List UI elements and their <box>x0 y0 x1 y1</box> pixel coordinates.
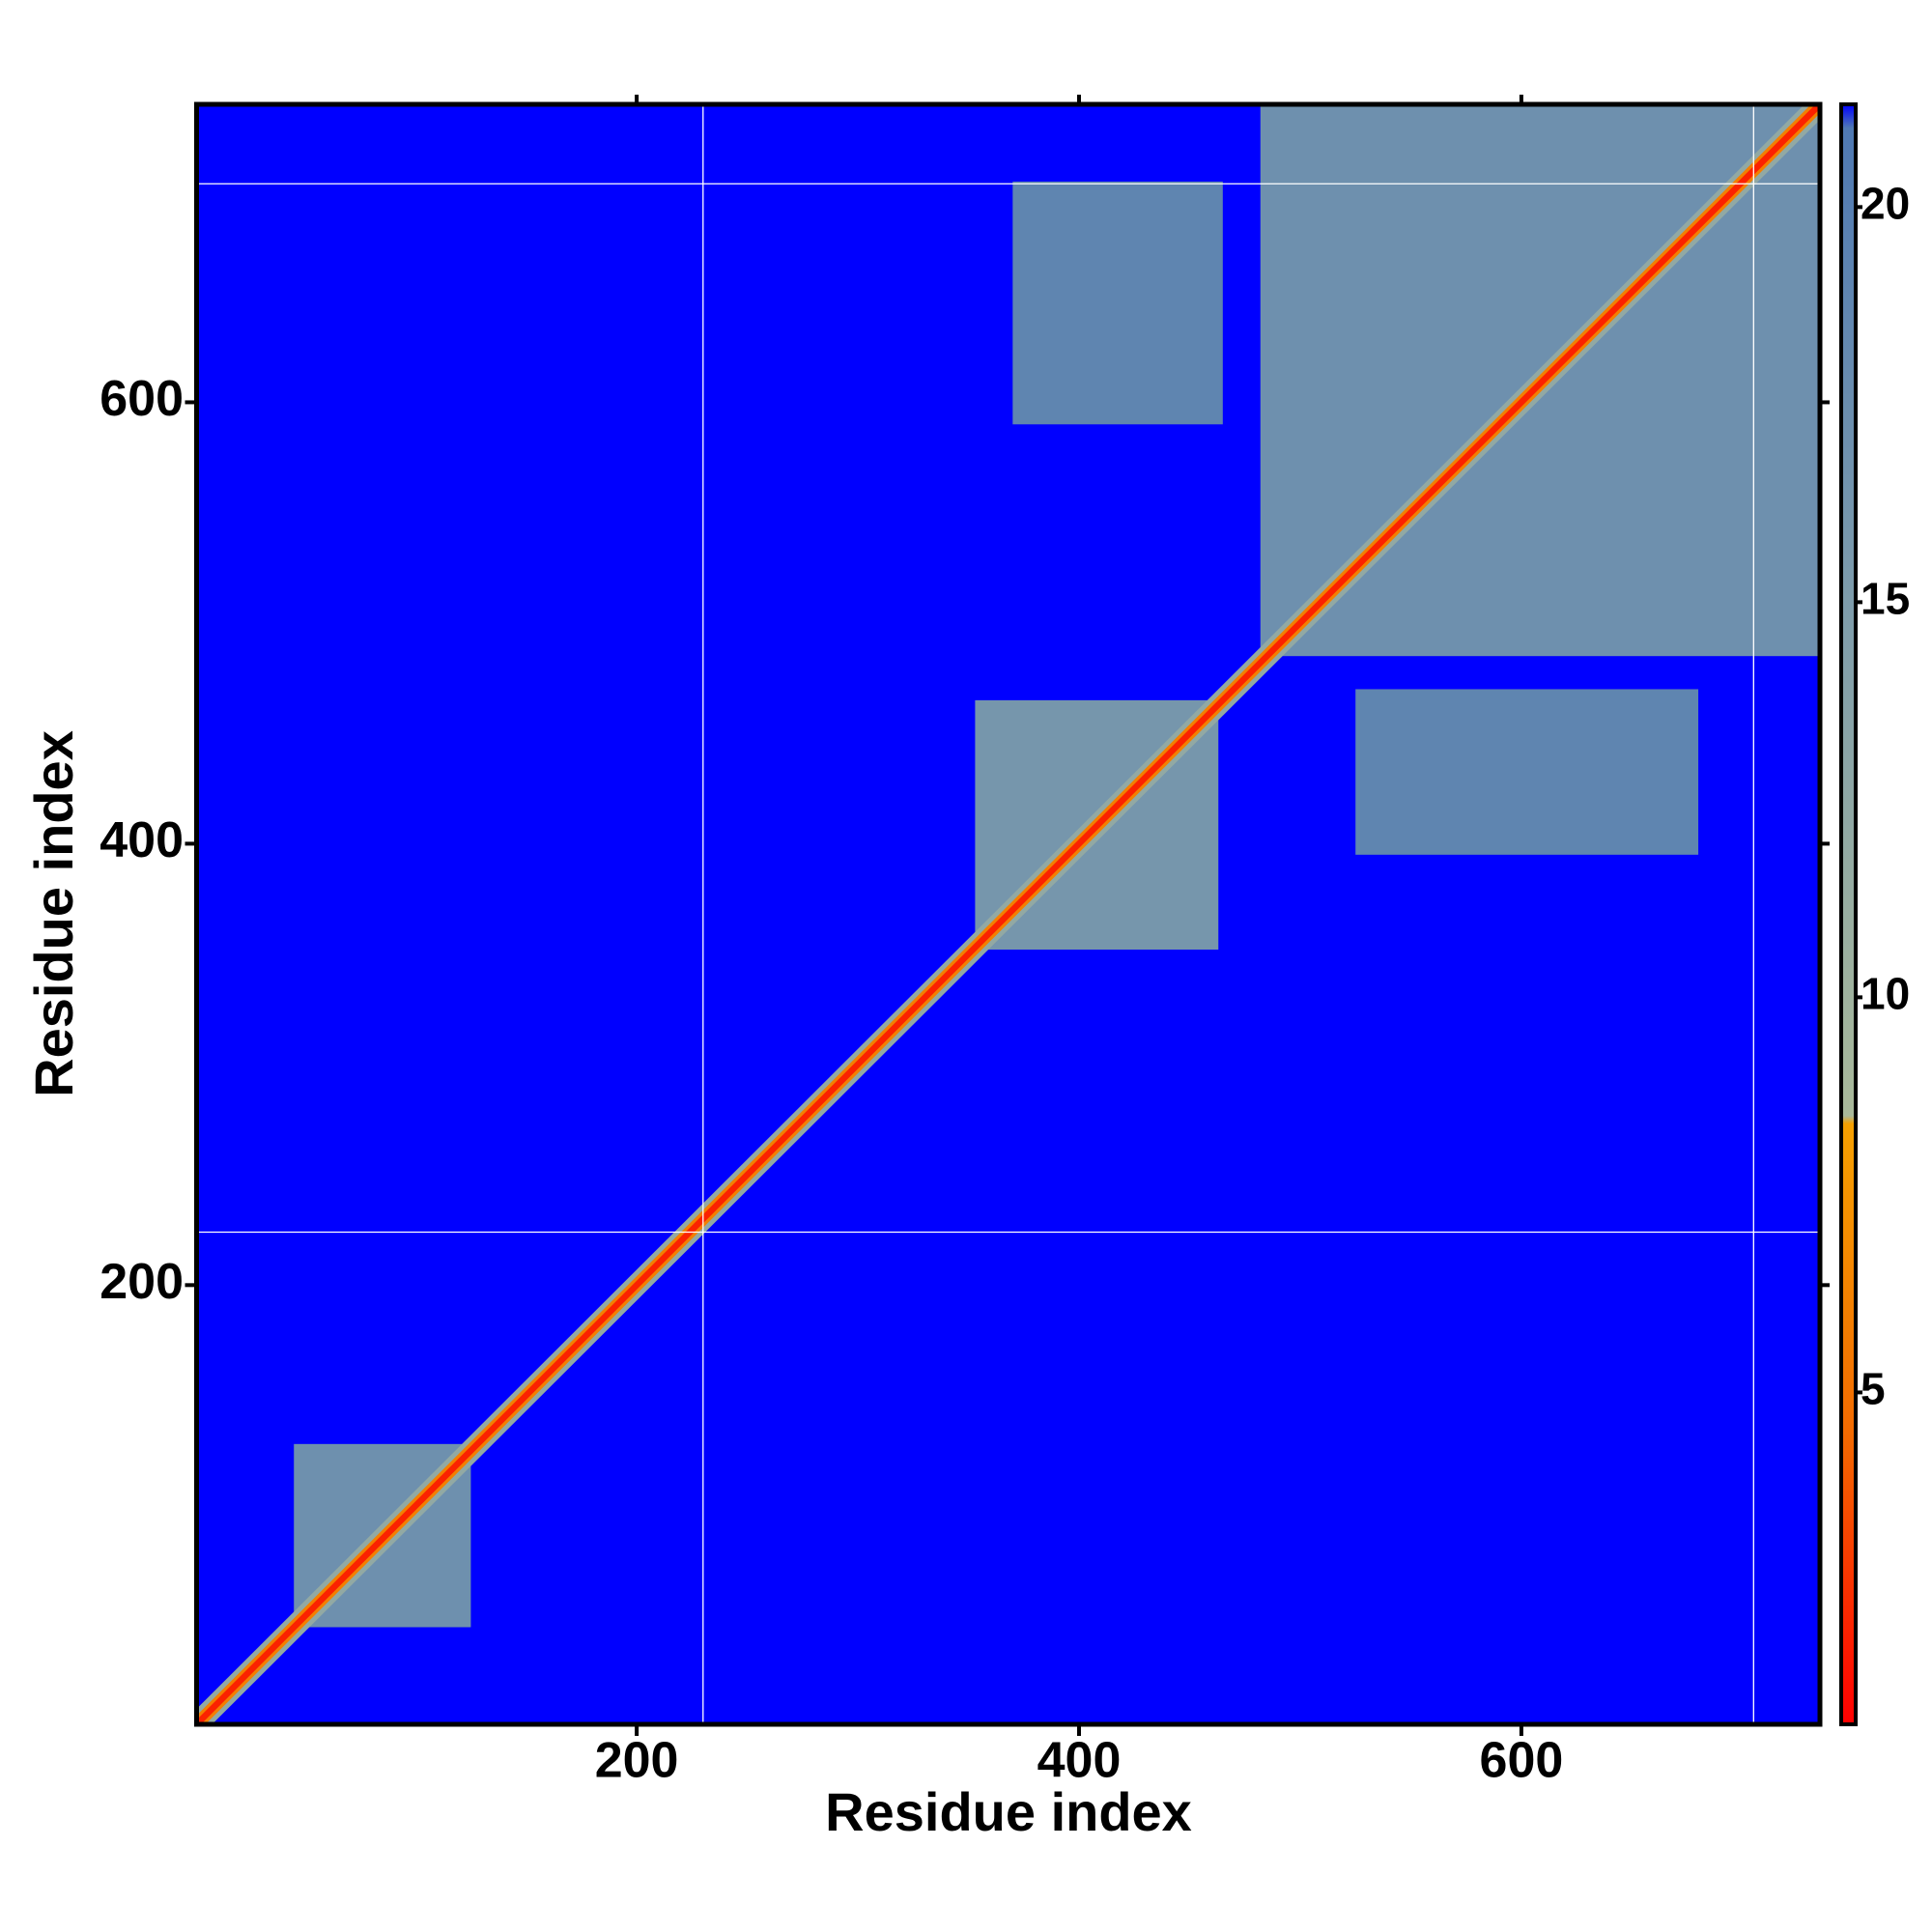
x-axis-title: Residue index <box>825 1781 1192 1842</box>
y-tick-label: 400 <box>99 812 184 868</box>
colorbar-tick-label: 5 <box>1861 1364 1886 1414</box>
plot-frame <box>194 101 1823 1727</box>
diagonal-band <box>196 104 1820 1724</box>
x-tick-label: 200 <box>595 1733 679 1789</box>
overlay: 200 400 600 200 400 600 5 10 15 20 <box>99 95 1910 1789</box>
colorbar-tick-label: 15 <box>1861 574 1910 624</box>
colorbar-tick-label: 10 <box>1861 969 1910 1019</box>
x-tick-label: 400 <box>1037 1733 1122 1789</box>
heatmap-region <box>1012 181 1223 425</box>
colorbar-tick-label: 20 <box>1861 179 1910 229</box>
y-tick-label: 200 <box>99 1254 184 1310</box>
heatmap-region <box>1355 689 1699 855</box>
colorbar <box>1839 102 1858 1726</box>
plot-area <box>196 104 1820 1724</box>
x-tick-label: 600 <box>1480 1733 1564 1789</box>
y-axis-title: Residue index <box>23 730 84 1097</box>
y-tick-label: 600 <box>99 371 184 427</box>
